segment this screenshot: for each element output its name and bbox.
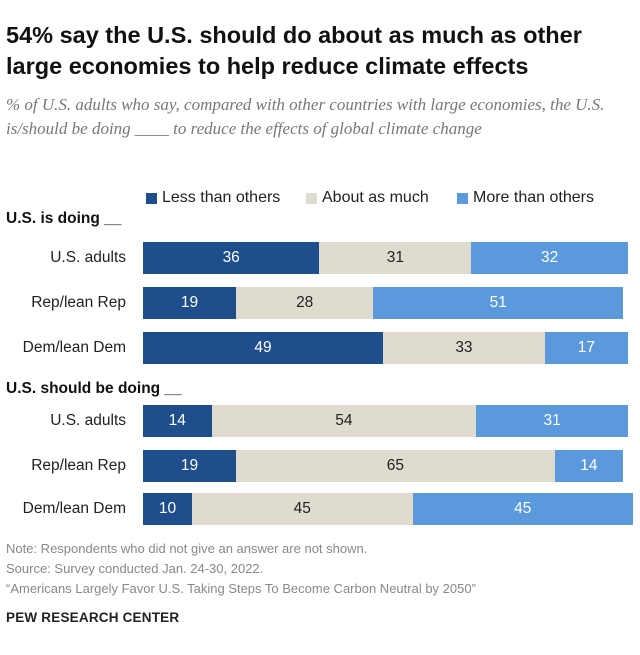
stacked-bar: 19 65 14 <box>143 450 624 482</box>
stacked-bar: 19 28 51 <box>143 287 624 319</box>
bar-row-label: U.S. adults <box>50 249 126 266</box>
bar-segment-less: 19 <box>143 450 237 482</box>
bar-segment-more: 17 <box>544 332 629 364</box>
bar-segment-more: 14 <box>554 450 624 482</box>
bar-segment-more: 31 <box>476 405 629 437</box>
bar-segment-about: 54 <box>211 405 477 437</box>
bar-row: Dem/lean Dem 49 33 17 <box>0 332 640 364</box>
bar-segment-more: 32 <box>471 242 629 274</box>
bar-row: Rep/lean Rep 19 28 51 <box>0 287 640 319</box>
footnote-report: “Americans Largely Favor U.S. Taking Ste… <box>6 581 476 596</box>
bar-segment-less: 10 <box>143 493 192 525</box>
legend-item-about: About as much <box>306 189 429 207</box>
bar-segment-less: 49 <box>143 332 384 364</box>
legend-item-more: More than others <box>457 189 594 207</box>
legend-item-less: Less than others <box>146 189 280 207</box>
bar-segment-about: 45 <box>192 493 413 525</box>
bar-segment-less: 36 <box>143 242 320 274</box>
legend-label-about: About as much <box>322 189 429 206</box>
chart-subtitle: % of U.S. adults who say, compared with … <box>6 95 605 138</box>
bar-segment-more: 51 <box>373 287 624 319</box>
bar-row-label: U.S. adults <box>50 412 126 429</box>
bar-row: U.S. adults 14 54 31 <box>0 405 640 437</box>
bar-segment-less: 19 <box>143 287 237 319</box>
stacked-bar: 49 33 17 <box>143 332 629 364</box>
bar-row: Rep/lean Rep 19 65 14 <box>0 450 640 482</box>
bar-segment-about: 31 <box>319 242 472 274</box>
legend-label-more: More than others <box>473 189 594 206</box>
bar-segment-about: 65 <box>236 450 555 482</box>
section-title-2: U.S. should be doing __ <box>6 380 182 397</box>
bar-row-label: Dem/lean Dem <box>22 339 126 356</box>
bar-row-label: Dem/lean Dem <box>22 500 126 517</box>
chart-title: 54% say the U.S. should do about as much… <box>6 22 582 79</box>
footnote-source: Source: Survey conducted Jan. 24-30, 202… <box>6 561 264 576</box>
footnote-note: Note: Respondents who did not give an an… <box>6 541 368 556</box>
brand-logo-text: PEW RESEARCH CENTER <box>6 610 180 625</box>
stacked-bar: 10 45 45 <box>143 493 633 525</box>
bar-segment-more: 45 <box>412 493 633 525</box>
bar-row: U.S. adults 36 31 32 <box>0 242 640 274</box>
legend-swatch-about <box>306 192 317 204</box>
stacked-bar: 14 54 31 <box>143 405 629 437</box>
chart-legend: Less than others About as much More than… <box>0 189 640 209</box>
bar-segment-about: 33 <box>383 332 545 364</box>
legend-swatch-more <box>457 192 468 204</box>
section-title-1: U.S. is doing __ <box>6 210 122 227</box>
bar-row-label: Rep/lean Rep <box>31 294 126 311</box>
legend-label-less: Less than others <box>162 189 281 206</box>
stacked-bar: 36 31 32 <box>143 242 629 274</box>
bar-segment-less: 14 <box>143 405 212 437</box>
legend-swatch-less <box>146 192 157 204</box>
bar-row-label: Rep/lean Rep <box>31 457 126 474</box>
bar-segment-about: 28 <box>236 287 374 319</box>
bar-row: Dem/lean Dem 10 45 45 <box>0 493 640 525</box>
